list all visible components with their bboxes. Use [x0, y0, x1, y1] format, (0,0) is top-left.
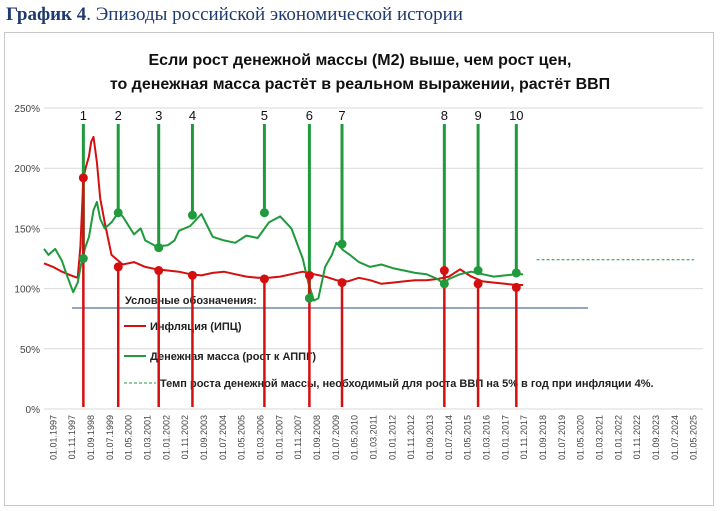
x-tick-label: 01.11.2022 [632, 415, 642, 459]
y-tick-label: 250% [14, 104, 40, 115]
episode-8-red-point [439, 266, 449, 276]
x-tick-label: 01.11.1997 [67, 415, 77, 459]
x-tick-label: 01.07.2004 [218, 415, 228, 460]
legend-title: Условные обозначения: [125, 295, 257, 307]
inflation-line [43, 135, 524, 286]
x-tick-label: 01.01.2012 [387, 415, 397, 460]
episode-2-label: 2 [115, 108, 122, 123]
x-tick-label: 01.01.2007 [274, 415, 284, 460]
x-tick-label: 01.07.2009 [331, 415, 341, 460]
x-tick-label: 01.01.2017 [500, 415, 510, 460]
episode-7-red-point [337, 278, 347, 288]
x-tick-label: 01.05.2025 [689, 415, 699, 460]
episode-6-red-point [304, 270, 314, 280]
chart-title: Если рост денежной массы (М2) выше, чем … [148, 52, 572, 69]
episode-3-red-point [154, 266, 164, 276]
x-tick-label: 01.11.2017 [519, 415, 529, 459]
episode-1-green-point [78, 254, 88, 263]
x-tick-label: 01.03.2016 [481, 415, 491, 460]
series-layer [43, 135, 695, 302]
chart-frame [4, 32, 714, 506]
figure-caption: График 4. Эпизоды российской экономическ… [6, 4, 463, 26]
episode-6-green-point [304, 293, 314, 303]
episode-5-label: 5 [261, 108, 268, 123]
x-tick-label: 01.05.2005 [237, 415, 247, 460]
legend-label-inflation: Инфляция (ИПЦ) [150, 321, 242, 333]
episode-4-green-point [187, 210, 197, 220]
episode-3-label: 3 [155, 108, 162, 123]
x-tick-label: 01.09.2013 [425, 415, 435, 460]
x-tick-label: 01.07.2024 [670, 415, 680, 460]
gridlines [44, 107, 703, 410]
episode-10-red-point [511, 282, 521, 292]
figure-number: График 4 [6, 4, 87, 25]
legend-label-money: Денежная масса (рост к АППГ) [150, 351, 316, 363]
x-tick-label: 01.05.2015 [463, 415, 473, 460]
episode-10-green-point [511, 268, 521, 278]
episode-9-label: 9 [474, 108, 481, 123]
x-tick-label: 01.05.2020 [576, 415, 586, 460]
x-tick-label: 01.11.2012 [406, 415, 416, 459]
x-tick-label: 01.07.2014 [444, 415, 454, 460]
x-tick-label: 01.09.2023 [651, 415, 661, 460]
episode-1-label: 1 [80, 108, 87, 123]
figure-caption-text: . Эпизоды российской экономической истор… [86, 4, 463, 25]
episode-4-red-point [187, 270, 197, 280]
x-tick-label: 01.07.1999 [105, 415, 115, 460]
episode-5-green-point [259, 208, 269, 218]
x-tick-label: 01.05.2000 [124, 415, 134, 460]
x-tick-label: 01.03.2006 [256, 415, 266, 460]
episode-7-green-point [337, 239, 347, 249]
x-tick-label: 01.09.1998 [86, 415, 96, 460]
y-tick-label: 150% [14, 224, 40, 235]
x-axis-ticks: 01.01.1997 01.11.1997 01.09.1998 01.07.1999… [48, 415, 698, 460]
episode-2-red-point [113, 262, 123, 272]
episode-8-label: 8 [441, 108, 448, 123]
episode-markers: 1 2 3 4 5 6 7 8 9 10 [78, 108, 524, 407]
money-supply-line [43, 200, 524, 302]
legend-label-target: Темп роста денежной массы, необходимый д… [160, 378, 654, 390]
y-axis-ticks: 0% 50% 100% 150% 200% 250% [14, 104, 40, 416]
episode-7-label: 7 [338, 108, 345, 123]
x-tick-label: 01.09.2018 [538, 415, 548, 460]
episode-10-label: 10 [509, 108, 523, 123]
episode-8-green-point [439, 279, 449, 289]
x-tick-label: 01.11.2007 [293, 415, 303, 459]
y-tick-label: 50% [20, 345, 40, 356]
x-tick-label: 01.03.2011 [369, 415, 379, 459]
x-tick-label: 01.09.2008 [312, 415, 322, 460]
x-tick-label: 01.01.2022 [613, 415, 623, 460]
episode-9-green-point [473, 266, 483, 276]
x-tick-label: 01.03.2001 [143, 415, 153, 460]
episode-2-green-point [113, 208, 123, 218]
x-tick-label: 01.05.2010 [350, 415, 360, 460]
episode-1-red-point [78, 173, 88, 183]
x-tick-label: 01.01.2002 [161, 415, 171, 460]
episode-6-label: 6 [306, 108, 313, 123]
episode-4-label: 4 [189, 108, 196, 123]
y-tick-label: 200% [14, 164, 40, 175]
x-tick-label: 01.03.2021 [594, 415, 604, 460]
episode-5-red-point [259, 274, 269, 284]
y-tick-label: 0% [26, 405, 41, 416]
y-tick-label: 100% [14, 285, 40, 296]
episode-3-green-point [154, 243, 164, 253]
x-tick-label: 01.11.2002 [180, 415, 190, 459]
x-tick-label: 01.07.2019 [557, 415, 567, 460]
x-tick-label: 01.09.2003 [199, 415, 209, 460]
chart-subtitle: то денежная масса растёт в реальном выра… [109, 76, 611, 93]
x-tick-label: 01.01.1997 [48, 415, 58, 460]
episode-9-red-point [473, 279, 483, 289]
